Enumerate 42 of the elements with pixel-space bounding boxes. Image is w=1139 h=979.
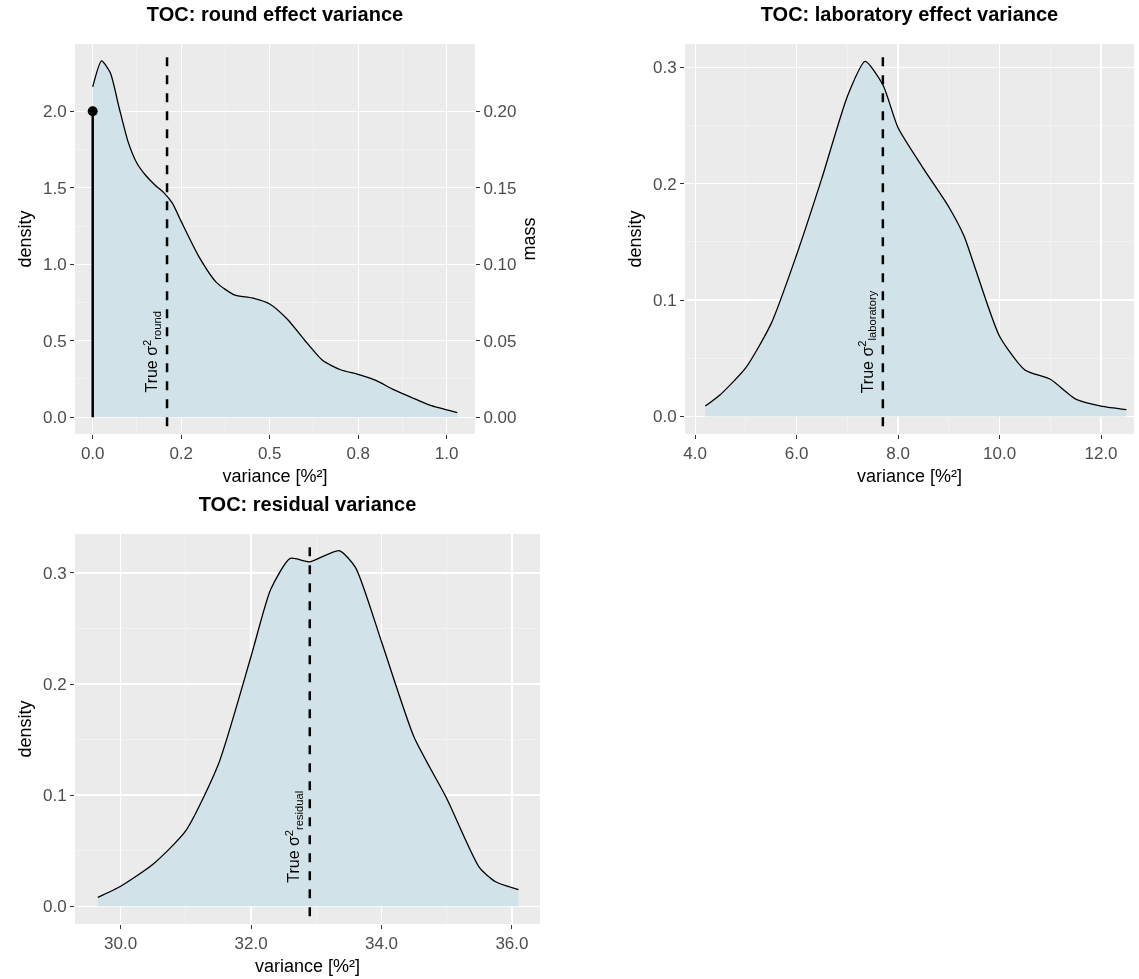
y-tick-label: 0.2 — [652, 174, 677, 194]
x-axis-title: variance [%²] — [254, 955, 361, 976]
y-tick-label: 0.3 — [652, 58, 677, 78]
x-tick-label: 0.8 — [346, 444, 371, 464]
y-axis-title: density — [15, 210, 36, 268]
x-tick-label: 10.0 — [983, 444, 1017, 464]
y-tick-label: 0.5 — [42, 331, 67, 351]
x-tick-label: 8.0 — [886, 444, 910, 464]
y-tick-label: 2.0 — [42, 102, 67, 122]
x-tick-label: 12.0 — [1084, 444, 1118, 464]
y-tick-label: 0.1 — [42, 786, 67, 806]
x-tick-label: 34.0 — [364, 934, 399, 954]
y2-tick-label: 0.20 — [483, 102, 517, 122]
x-tick-label: 0.0 — [80, 444, 105, 464]
x-tick-label: 4.0 — [683, 444, 707, 464]
y-tick-label: 1.5 — [42, 178, 67, 198]
y2-tick-label: 0.15 — [483, 178, 517, 198]
y-tick-label: 0.3 — [42, 563, 67, 583]
x-tick-label: 6.0 — [784, 444, 809, 464]
y-tick-label: 0.0 — [42, 897, 67, 917]
x-axis-title: variance [%²] — [856, 465, 963, 486]
chart-title: TOC: laboratory effect variance — [760, 3, 1059, 26]
x-tick-label: 0.5 — [257, 444, 282, 464]
y-tick-label: 0.1 — [652, 291, 677, 311]
x-axis-title: variance [%²] — [222, 465, 328, 486]
chart-title: TOC: residual variance — [198, 493, 417, 516]
x-tick-label: 0.2 — [169, 444, 194, 464]
y2-tick-label: 0.00 — [483, 408, 517, 428]
y-tick-label: 1.0 — [42, 255, 67, 275]
x-tick-label: 32.0 — [234, 934, 268, 954]
x-tick-label: 30.0 — [104, 934, 138, 954]
x-tick-label: 1.0 — [434, 444, 459, 464]
y2-tick-label: 0.10 — [483, 255, 517, 275]
y-axis-title: density — [625, 210, 646, 268]
y2-tick-label: 0.05 — [483, 331, 517, 351]
y-tick-label: 0.2 — [42, 674, 67, 694]
chart-title: TOC: round effect variance — [146, 3, 404, 26]
y2-axis-title: mass — [518, 217, 539, 261]
x-tick-label: 36.0 — [495, 934, 529, 954]
y-tick-label: 0.0 — [652, 407, 677, 427]
y-tick-label: 0.0 — [42, 408, 67, 428]
y-axis-title: density — [15, 700, 36, 758]
